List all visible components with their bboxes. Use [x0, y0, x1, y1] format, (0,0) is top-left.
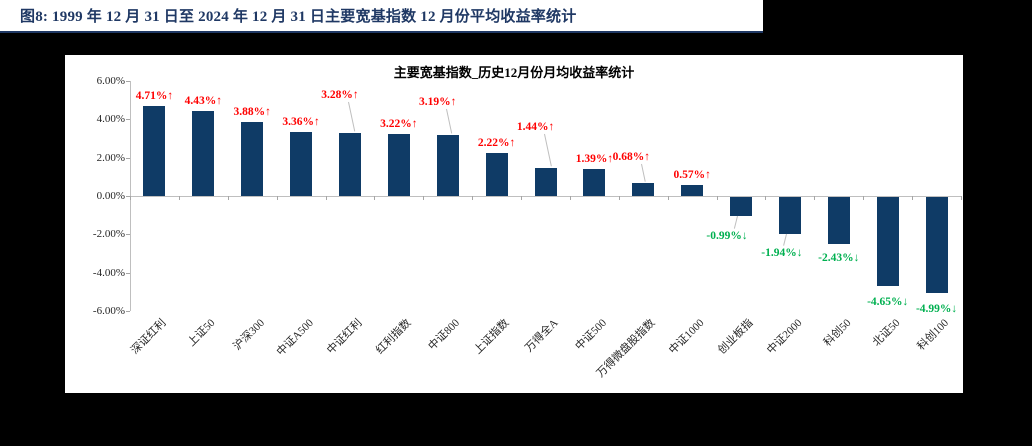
label-leader-line — [641, 163, 646, 182]
bar-科创100 — [925, 197, 948, 293]
chart-title: 主要宽基指数_历史12月份月均收益率统计 — [393, 65, 635, 80]
y-tick — [126, 81, 130, 82]
bar-value-label: 3.22%↑ — [380, 118, 418, 131]
x-tick — [178, 196, 180, 200]
plot-area: 6.00% 4.00% 2.00% 0.00% -2.00% -4.00% -6.00% 4.… — [65, 55, 963, 393]
bar-value-label: -1.94%↓ — [761, 247, 803, 260]
label-leader-line — [783, 234, 787, 246]
label-leader-line — [347, 102, 356, 132]
x-tick — [912, 196, 914, 200]
x-axis-label-中证红利: 中证红利 — [324, 317, 365, 357]
bar-中证800 — [436, 134, 459, 196]
chart-panel: 主要宽基指数_历史12月份月均收益率统计 6.00% 4.00% 2.00% 0.00… — [65, 55, 963, 393]
bar-value-label: 3.19%↑ — [419, 95, 457, 108]
x-axis-label-万得全A: 万得全A — [522, 317, 560, 355]
x-tick — [325, 196, 327, 200]
x-tick — [130, 196, 131, 200]
bar-沪深300 — [241, 121, 264, 196]
x-tick — [521, 196, 523, 200]
y-tick — [126, 196, 130, 197]
bar-中证2000 — [778, 197, 801, 235]
bar-科创50 — [827, 197, 850, 244]
bar-value-label: 4.71%↑ — [135, 89, 174, 102]
x-axis-label-上证指数: 上证指数 — [471, 317, 512, 357]
x-axis-label-中证A500: 中证A500 — [274, 317, 316, 359]
bar-value-label: 3.88%↑ — [233, 105, 271, 118]
x-tick — [569, 196, 571, 200]
bar-红利指数 — [387, 134, 410, 196]
x-tick — [765, 196, 767, 200]
x-tick — [227, 196, 229, 200]
bar-上证50 — [192, 111, 215, 196]
x-tick — [423, 196, 425, 200]
x-axis-label-中证500: 中证500 — [573, 317, 609, 353]
y-tick-label: -2.00% — [92, 228, 125, 241]
bar-中证500 — [583, 169, 606, 196]
figure-title-strip: 图8: 1999 年 12 月 31 日至 2024 年 12 月 31 日主要… — [0, 0, 763, 33]
x-tick — [961, 196, 962, 200]
figure-title: 图8: 1999 年 12 月 31 日至 2024 年 12 月 31 日主要… — [20, 9, 577, 25]
x-tick — [618, 196, 620, 200]
y-tick — [126, 272, 130, 274]
x-axis-label-科创50: 科创50 — [821, 317, 854, 349]
bar-深证红利 — [143, 105, 166, 196]
x-axis-label-中证800: 中证800 — [426, 317, 463, 353]
x-tick — [276, 196, 278, 200]
bar-北证50 — [876, 197, 899, 287]
x-axis-label-深证红利: 深证红利 — [129, 317, 169, 357]
bar-创业板指 — [730, 197, 753, 216]
x-axis-label-上证50: 上证50 — [185, 317, 218, 349]
bar-万得全A — [534, 168, 557, 196]
bar-value-label: -2.43%↓ — [818, 251, 860, 264]
bar-上证指数 — [485, 153, 508, 196]
bar-value-label: 0.68%↑ — [612, 150, 650, 163]
bar-value-label: -4.99%↓ — [915, 302, 958, 315]
x-axis-label-科创100: 科创100 — [915, 317, 952, 353]
y-tick — [126, 311, 130, 312]
bar-value-label: 3.36%↑ — [282, 115, 320, 128]
label-leader-line — [543, 134, 552, 167]
y-tick-label: -6.00% — [92, 305, 125, 317]
label-leader-line — [733, 215, 739, 229]
x-axis-label-创业板指: 创业板指 — [715, 317, 756, 357]
x-tick — [667, 196, 669, 200]
y-tick — [126, 119, 130, 121]
y-tick-label: 6.00% — [96, 75, 125, 87]
x-tick — [863, 196, 865, 200]
y-tick — [126, 157, 130, 159]
bar-value-label: 0.57%↑ — [673, 169, 711, 182]
bar-value-label: -0.99%↓ — [706, 229, 748, 242]
bar-value-label: -4.65%↓ — [867, 296, 909, 309]
y-tick-label: 2.00% — [96, 151, 125, 164]
x-tick — [374, 196, 376, 200]
y-tick-label: -4.00% — [92, 266, 125, 279]
x-axis-label-北证50: 北证50 — [870, 317, 903, 349]
x-axis-label-中证1000: 中证1000 — [667, 317, 707, 357]
bar-中证红利 — [338, 133, 361, 196]
bar-value-label: 1.39%↑ — [575, 153, 614, 166]
x-axis-label-中证2000: 中证2000 — [764, 317, 805, 357]
x-axis-label-沪深300: 沪深300 — [230, 317, 267, 353]
bar-万得微盘股指数 — [632, 182, 655, 196]
bar-value-label: 4.43%↑ — [184, 95, 222, 108]
x-axis-label-红利指数: 红利指数 — [373, 317, 414, 357]
bar-value-label: 1.44%↑ — [516, 121, 555, 134]
bar-中证A500 — [290, 131, 313, 196]
label-leader-line — [445, 108, 452, 134]
bar-value-label: 3.28%↑ — [321, 89, 359, 102]
bar-value-label: 2.22%↑ — [477, 137, 516, 150]
x-tick — [814, 196, 816, 200]
y-tick-label: 0.00% — [96, 190, 125, 202]
bar-中证1000 — [681, 185, 704, 196]
x-tick — [716, 196, 718, 200]
y-tick — [126, 234, 130, 236]
x-tick — [472, 196, 474, 200]
y-tick-label: 4.00% — [96, 113, 125, 126]
zero-baseline — [130, 196, 961, 197]
